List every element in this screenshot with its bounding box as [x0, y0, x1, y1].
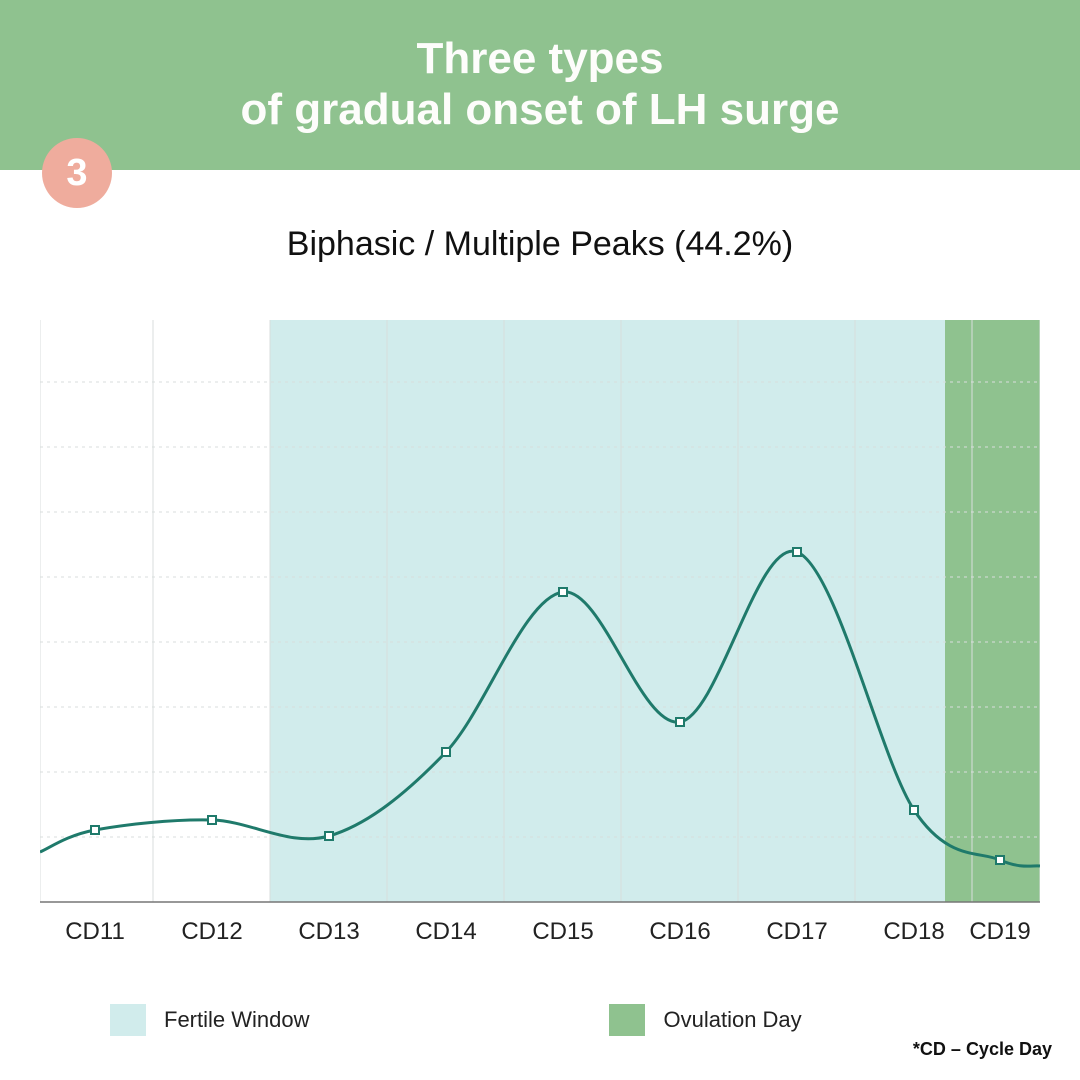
slide-number-badge: 3	[42, 138, 112, 208]
x-axis-tick-label: CD16	[649, 918, 710, 946]
x-axis-tick-label: CD15	[532, 918, 593, 946]
chart-area	[40, 320, 1040, 910]
x-axis-tick-label: CD14	[415, 918, 476, 946]
x-axis-labels: CD11 CD12 CD13 CD14 CD15 CD16 CD17 CD18 CD19	[40, 918, 1040, 958]
legend-swatch-ovulation	[609, 1004, 645, 1036]
legend-swatch-fertile	[110, 1004, 146, 1036]
header-band: Three types of gradual onset of LH surge	[0, 0, 1080, 170]
footnote: *CD – Cycle Day	[913, 1039, 1052, 1060]
x-axis-tick-label: CD18	[883, 918, 944, 946]
legend-item-fertile: Fertile Window	[110, 1004, 309, 1036]
header-line-2: of gradual onset of LH surge	[241, 85, 840, 136]
x-axis-tick-label: CD17	[766, 918, 827, 946]
x-axis-tick-label: CD13	[298, 918, 359, 946]
legend-label-ovulation: Ovulation Day	[663, 1007, 801, 1033]
x-axis-tick-label: CD12	[181, 918, 242, 946]
slide-number: 3	[66, 152, 87, 195]
x-axis-tick-label: CD11	[65, 918, 125, 946]
legend-item-ovulation: Ovulation Day	[609, 1004, 801, 1036]
chart-subtitle: Biphasic / Multiple Peaks (44.2%)	[0, 225, 1080, 264]
header-line-1: Three types	[417, 34, 664, 85]
legend-label-fertile: Fertile Window	[164, 1007, 309, 1033]
x-axis-tick-label: CD19	[969, 918, 1030, 946]
line-chart-svg	[40, 320, 1040, 910]
legend: Fertile Window Ovulation Day	[110, 1000, 990, 1040]
